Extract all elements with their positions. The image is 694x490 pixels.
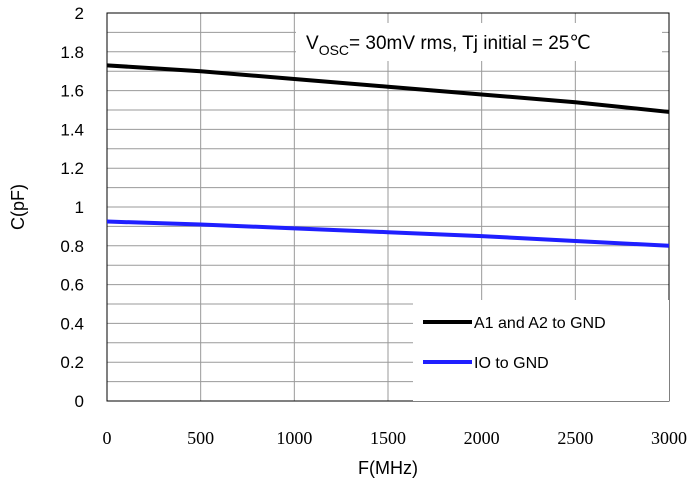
x-tick-label: 1500 bbox=[370, 428, 406, 448]
x-tick-label: 2500 bbox=[557, 428, 593, 448]
y-axis-label: C(pF) bbox=[8, 184, 28, 230]
y-tick-labels: 0 0.2 0.4 0.6 0.8 1 1.2 1.4 1.6 1.8 2 bbox=[60, 4, 84, 411]
chart-annotation: VOSC= 30mV rms, Tj initial = 25℃ bbox=[306, 33, 591, 58]
y-tick-label: 0.4 bbox=[60, 314, 84, 333]
x-tick-label: 1000 bbox=[276, 428, 312, 448]
annotation-background bbox=[296, 23, 662, 61]
y-tick-label: 0.6 bbox=[60, 276, 84, 295]
y-tick-label: 1.4 bbox=[60, 120, 84, 139]
legend-label-2: IO to GND bbox=[474, 355, 549, 372]
x-tick-labels: 0 500 1000 1500 2000 2500 3000 bbox=[103, 428, 688, 448]
series-line-1 bbox=[106, 63, 670, 114]
x-tick-label: 3000 bbox=[651, 428, 687, 448]
x-tick-label: 2000 bbox=[464, 428, 500, 448]
plot-border bbox=[106, 12, 670, 402]
annotation-prefix: V bbox=[306, 33, 319, 54]
y-tick-label: 0.2 bbox=[60, 353, 84, 372]
y-tick-label: 2 bbox=[75, 4, 84, 23]
legend: A1 and A2 to GND IO to GND bbox=[413, 300, 669, 401]
annotation-subscript: OSC bbox=[319, 42, 349, 58]
y-tick-label: 0.8 bbox=[60, 237, 84, 256]
series-line-2 bbox=[106, 219, 670, 248]
y-tick-label: 1.6 bbox=[60, 82, 84, 101]
legend-background bbox=[413, 300, 669, 401]
y-tick-label: 0 bbox=[75, 392, 84, 411]
legend-label-1: A1 and A2 to GND bbox=[474, 315, 606, 332]
y-tick-label: 1.2 bbox=[60, 159, 84, 178]
x-tick-label: 500 bbox=[187, 428, 214, 448]
x-axis-label: F(MHz) bbox=[358, 458, 418, 478]
x-tick-label: 0 bbox=[103, 428, 112, 448]
y-tick-label: 1.8 bbox=[60, 43, 84, 62]
series-lines bbox=[106, 63, 670, 248]
annotation-suffix: = 30mV rms, Tj initial = 25℃ bbox=[349, 33, 591, 54]
y-tick-label: 1 bbox=[75, 198, 84, 217]
